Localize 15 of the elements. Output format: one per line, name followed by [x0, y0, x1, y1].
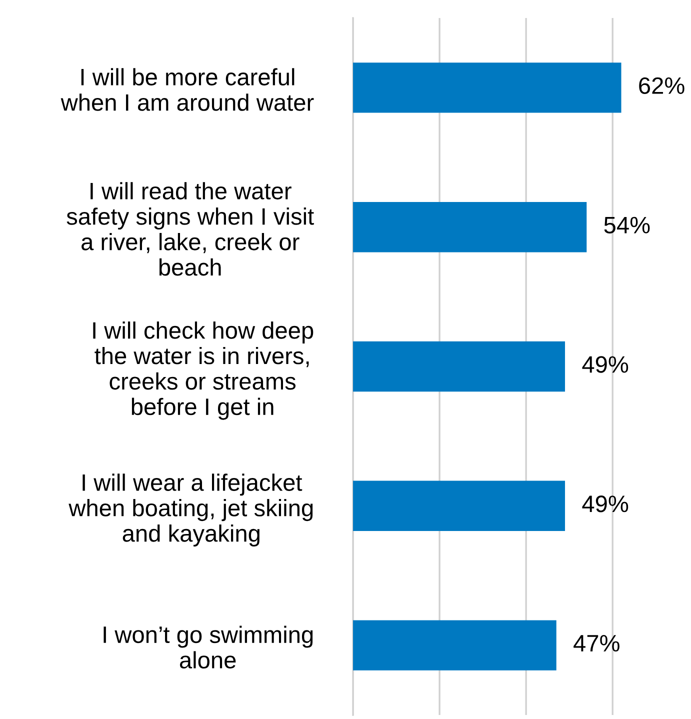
- y-tick-label: I will be more careful when I am around water: [60, 68, 314, 111]
- data-label: 62%: [639, 77, 684, 94]
- y-tick-label: I will read the water safety signs when I visit a river, lake, creek or beach: [66, 182, 314, 276]
- bar: [353, 62, 622, 113]
- data-label: 49%: [582, 356, 628, 373]
- data-label: 54%: [604, 216, 650, 234]
- bar: [353, 480, 566, 531]
- y-tick-label: I will check how deep the water is in rivers, creeks or streams before I get in: [93, 322, 314, 420]
- bar: [353, 341, 566, 392]
- bar: [353, 620, 556, 670]
- bar: [353, 202, 587, 252]
- data-label: 49%: [582, 496, 628, 512]
- y-tick-label: I won’t go swimming alone: [104, 626, 313, 669]
- data-label: 47%: [574, 635, 620, 652]
- y-tick-label: I will wear a lifejacket when boating, jet skiing and kayaking: [68, 474, 313, 546]
